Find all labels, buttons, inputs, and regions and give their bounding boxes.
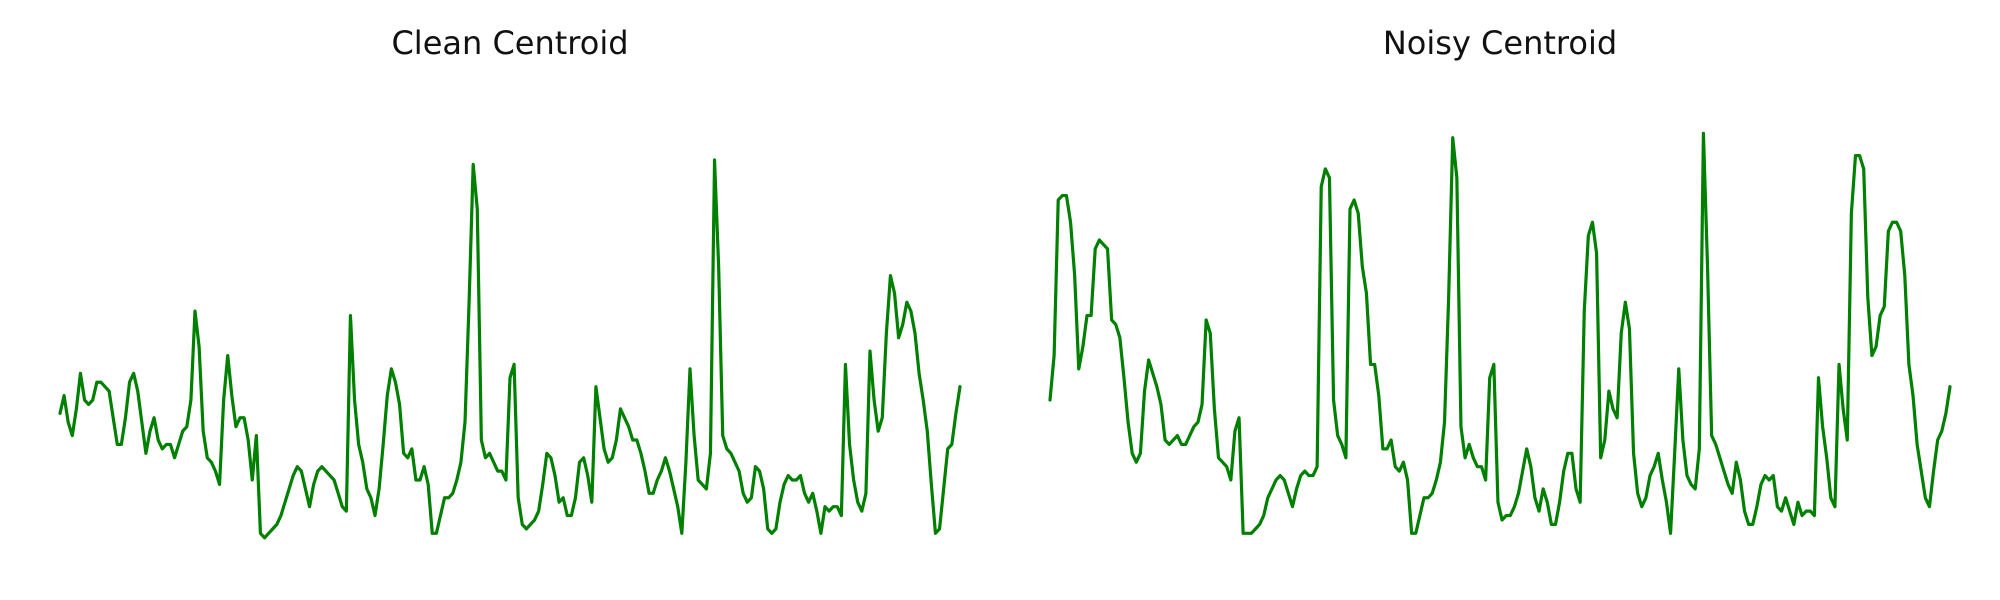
chart-title: Noisy Centroid [1382,24,1618,62]
clean-centroid-panel: Clean Centroid [58,0,962,600]
series-line [58,158,962,540]
chart-title: Clean Centroid [391,24,629,62]
noisy-centroid-panel: Noisy Centroid [1048,0,1952,600]
clean-centroid-plot [58,158,962,540]
series-line [1048,131,1952,535]
noisy-centroid-plot [1048,131,1952,535]
